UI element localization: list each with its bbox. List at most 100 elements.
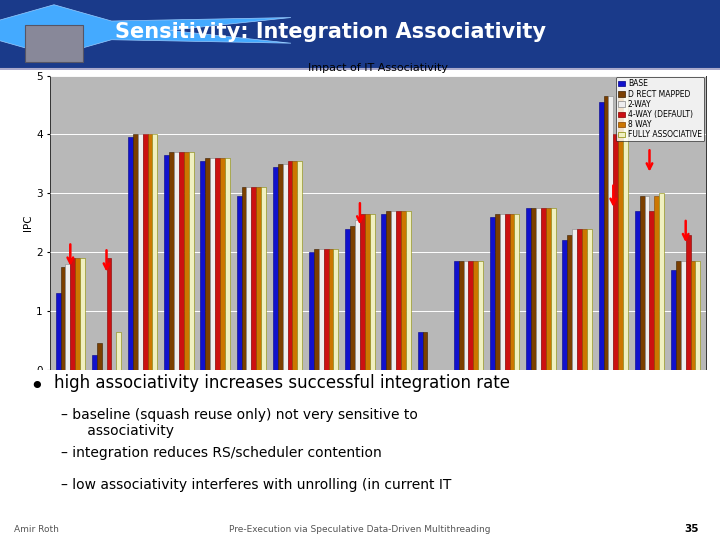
Bar bbox=[696, 261, 701, 370]
Bar bbox=[133, 134, 138, 370]
Bar bbox=[639, 196, 644, 370]
Legend: BASE, D RECT MAPPED, 2-WAY, 4-WAY (DEFAULT), 8 WAY, FULLY ASSOCIATIVE: BASE, D RECT MAPPED, 2-WAY, 4-WAY (DEFAU… bbox=[616, 77, 704, 141]
Bar bbox=[324, 249, 328, 370]
Bar bbox=[423, 332, 428, 370]
Bar bbox=[117, 332, 121, 370]
Bar bbox=[278, 164, 283, 370]
Bar bbox=[66, 264, 71, 370]
Bar bbox=[387, 211, 391, 370]
Bar bbox=[75, 258, 80, 370]
Bar bbox=[55, 293, 60, 370]
Bar bbox=[283, 164, 287, 370]
Bar bbox=[369, 214, 374, 370]
Bar bbox=[333, 249, 338, 370]
Bar bbox=[536, 208, 541, 370]
Bar bbox=[495, 214, 500, 370]
Bar bbox=[418, 332, 423, 370]
Bar bbox=[309, 252, 314, 370]
Bar bbox=[92, 355, 96, 370]
Bar bbox=[346, 228, 350, 370]
Bar bbox=[164, 155, 169, 370]
Bar bbox=[169, 152, 174, 370]
Bar bbox=[297, 161, 302, 370]
Bar bbox=[406, 211, 410, 370]
Text: high associativity increases successful integration rate: high associativity increases successful … bbox=[54, 374, 510, 391]
Bar bbox=[241, 187, 246, 370]
Bar bbox=[174, 152, 179, 370]
Bar bbox=[613, 134, 618, 370]
Bar bbox=[256, 187, 261, 370]
Bar bbox=[510, 214, 515, 370]
Bar bbox=[215, 158, 220, 370]
Bar bbox=[572, 228, 577, 370]
Bar bbox=[328, 249, 333, 370]
Bar bbox=[505, 214, 510, 370]
Bar bbox=[25, 25, 83, 62]
Bar bbox=[60, 267, 66, 370]
Bar bbox=[237, 196, 241, 370]
Bar bbox=[200, 161, 205, 370]
Bar bbox=[635, 211, 639, 370]
Bar bbox=[210, 158, 215, 370]
Bar bbox=[355, 220, 360, 370]
Bar bbox=[96, 343, 102, 370]
Bar bbox=[138, 134, 143, 370]
Bar bbox=[382, 214, 387, 370]
Bar bbox=[287, 161, 292, 370]
Bar bbox=[205, 158, 210, 370]
Bar bbox=[128, 137, 133, 370]
Bar bbox=[690, 261, 696, 370]
Bar bbox=[179, 152, 184, 370]
Bar bbox=[80, 258, 85, 370]
Text: – integration reduces RS/scheduler contention: – integration reduces RS/scheduler conte… bbox=[61, 446, 382, 460]
Bar bbox=[469, 261, 473, 370]
Bar bbox=[314, 249, 319, 370]
Bar bbox=[649, 211, 654, 370]
Bar bbox=[220, 158, 225, 370]
Bar bbox=[273, 167, 278, 370]
Bar bbox=[603, 96, 608, 370]
Bar bbox=[143, 134, 148, 370]
Bar bbox=[676, 261, 681, 370]
Bar bbox=[153, 134, 158, 370]
Bar bbox=[473, 261, 478, 370]
Bar bbox=[562, 240, 567, 370]
Bar bbox=[292, 161, 297, 370]
Text: 35: 35 bbox=[684, 523, 698, 534]
Bar bbox=[582, 228, 587, 370]
Bar bbox=[567, 234, 572, 370]
Bar bbox=[551, 208, 556, 370]
Bar bbox=[681, 261, 685, 370]
Bar bbox=[685, 234, 690, 370]
Polygon shape bbox=[0, 5, 291, 56]
Text: – low associativity interferes with unrolling (in current IT: – low associativity interferes with unro… bbox=[61, 478, 451, 492]
Bar bbox=[577, 228, 582, 370]
Bar bbox=[246, 187, 251, 370]
Bar bbox=[454, 261, 459, 370]
Bar bbox=[319, 249, 324, 370]
Bar bbox=[71, 258, 75, 370]
Y-axis label: IPC: IPC bbox=[23, 214, 33, 231]
Bar bbox=[189, 152, 194, 370]
Bar bbox=[546, 208, 551, 370]
Bar bbox=[360, 214, 365, 370]
Bar bbox=[526, 208, 531, 370]
Bar bbox=[654, 196, 660, 370]
Bar bbox=[396, 211, 401, 370]
Text: Sensitivity: Integration Associativity: Sensitivity: Integration Associativity bbox=[115, 22, 546, 43]
Bar bbox=[531, 208, 536, 370]
Bar bbox=[541, 208, 546, 370]
Bar bbox=[671, 270, 676, 370]
Title: Impact of IT Associativity: Impact of IT Associativity bbox=[308, 63, 448, 73]
Bar bbox=[587, 228, 592, 370]
Bar bbox=[598, 102, 603, 370]
Bar bbox=[618, 96, 623, 370]
Bar bbox=[148, 134, 153, 370]
Bar bbox=[490, 217, 495, 370]
Text: – baseline (squash reuse only) not very sensitive to
      associativity: – baseline (squash reuse only) not very … bbox=[61, 408, 418, 438]
Bar bbox=[365, 214, 369, 370]
Bar bbox=[401, 211, 406, 370]
Bar bbox=[660, 193, 664, 370]
Bar bbox=[107, 258, 112, 370]
Bar bbox=[644, 196, 649, 370]
